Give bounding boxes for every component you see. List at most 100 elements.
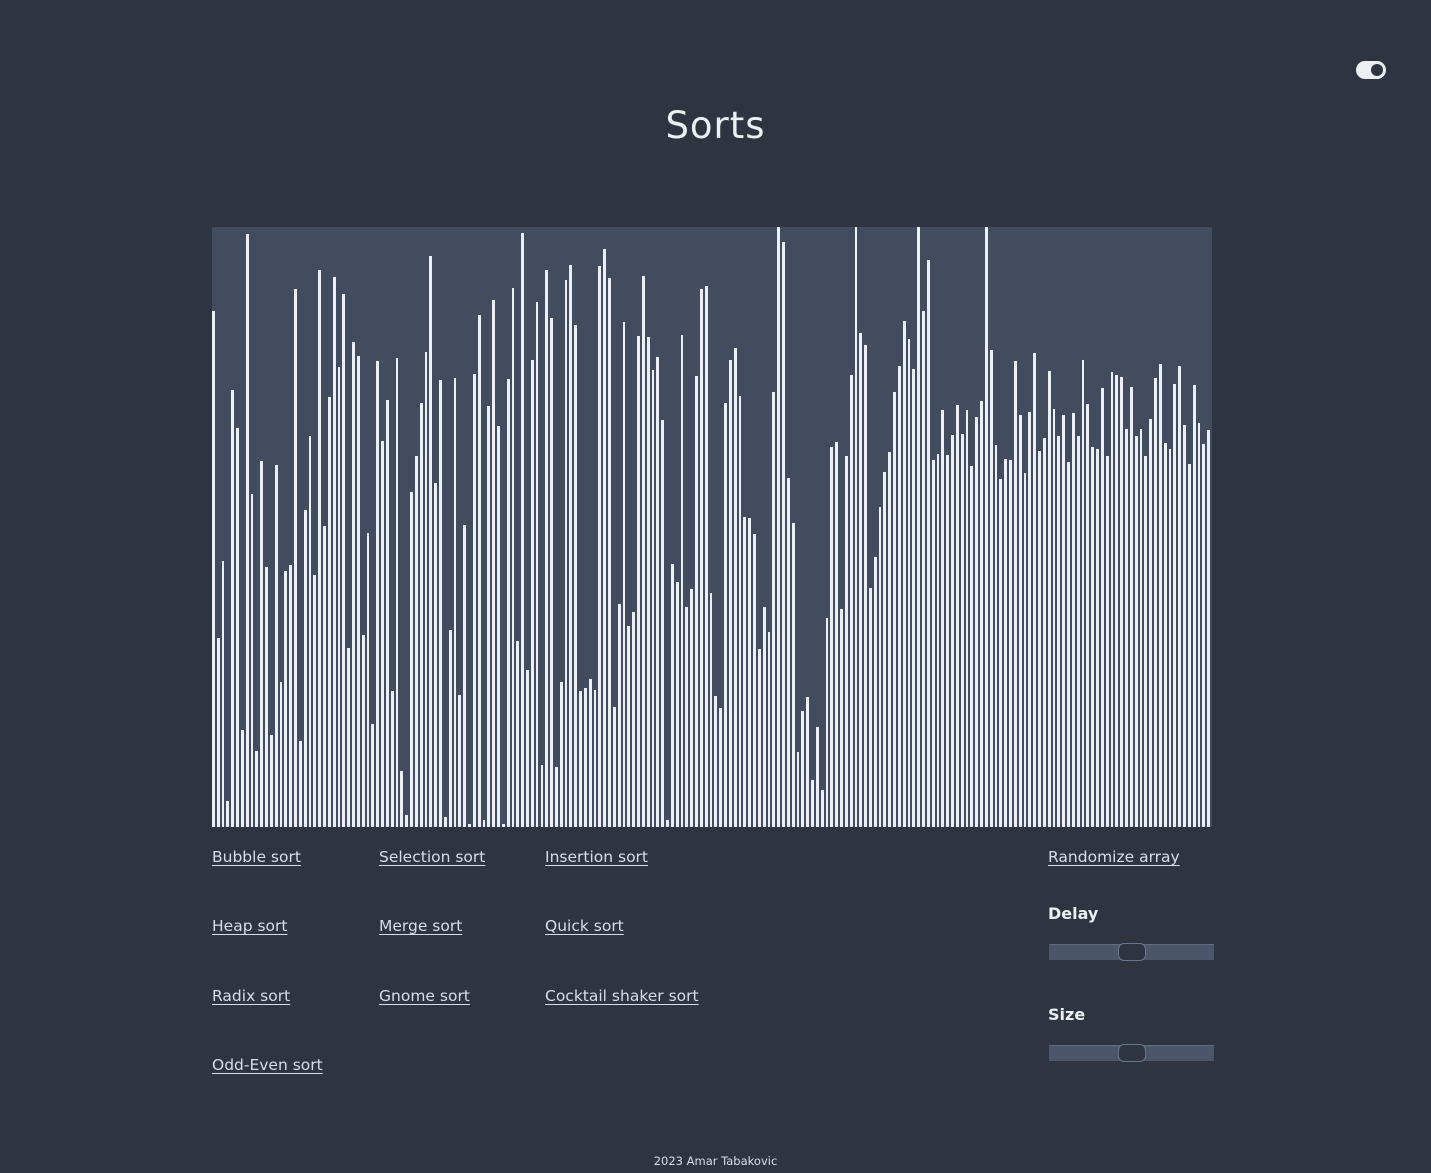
delay-slider-thumb[interactable] <box>1117 943 1146 961</box>
radix-sort-link[interactable]: Radix sort <box>212 987 291 1005</box>
array-bar <box>617 604 621 827</box>
array-bar <box>405 815 409 827</box>
gnome-sort-link[interactable]: Gnome sort <box>379 987 470 1005</box>
array-bar <box>221 561 225 827</box>
array-bar <box>724 403 727 827</box>
array-bar <box>801 710 805 827</box>
array-bar <box>1110 371 1114 827</box>
array-bar <box>1067 461 1070 827</box>
array-bar <box>772 392 776 827</box>
array-bar <box>1023 473 1027 827</box>
array-bar <box>521 233 524 827</box>
cocktail-shaker-sort-link[interactable]: Cocktail shaker sort <box>545 987 699 1005</box>
array-bar <box>298 741 302 827</box>
array-bar <box>361 635 365 827</box>
array-bar <box>685 607 689 827</box>
array-bar <box>854 227 858 827</box>
array-bar <box>265 567 268 827</box>
array-bar <box>1105 456 1109 827</box>
array-bar <box>318 269 322 827</box>
array-bar <box>1115 375 1119 827</box>
array-bar <box>907 339 911 827</box>
array-bar <box>381 441 384 827</box>
array-bar <box>1086 404 1090 827</box>
array-bar <box>777 227 781 827</box>
array-bar <box>303 510 307 827</box>
array-bar <box>1134 435 1138 827</box>
size-slider-thumb[interactable] <box>1117 1044 1146 1062</box>
array-bar <box>376 361 380 827</box>
array-bar <box>448 629 452 827</box>
array-bar <box>371 724 375 827</box>
array-bar <box>554 767 558 827</box>
array-bar <box>294 288 297 827</box>
array-bar <box>535 302 539 827</box>
heap-sort-link[interactable]: Heap sort <box>212 917 288 935</box>
array-bar <box>414 456 418 827</box>
array-bar <box>1187 464 1191 827</box>
array-bar <box>738 396 742 827</box>
array-bar <box>811 780 814 827</box>
array-bar <box>1057 435 1061 827</box>
array-bar <box>714 695 718 827</box>
array-bar <box>965 410 969 827</box>
odd-even-sort-link[interactable]: Odd-Even sort <box>212 1056 323 1074</box>
array-bar <box>226 801 230 827</box>
array-bar <box>637 336 640 827</box>
bubble-sort-link[interactable]: Bubble sort <box>212 848 301 866</box>
array-bar <box>960 434 964 827</box>
array-bar <box>550 317 553 827</box>
array-bar <box>820 789 824 827</box>
selection-sort-link[interactable]: Selection sort <box>379 848 486 866</box>
array-bar <box>1033 353 1037 827</box>
array-bar <box>709 593 713 827</box>
size-slider[interactable] <box>1049 1044 1214 1062</box>
array-bar <box>390 690 394 827</box>
array-bar <box>873 557 877 827</box>
array-bar <box>695 375 698 827</box>
array-bar <box>564 279 568 827</box>
array-bar <box>1129 386 1133 827</box>
array-bar <box>670 563 674 827</box>
array-bar <box>748 518 752 827</box>
array-bar <box>323 525 326 827</box>
array-bar <box>893 392 896 827</box>
array-bar <box>1071 413 1075 827</box>
array-bar <box>574 325 578 827</box>
array-bar <box>216 638 220 827</box>
array-bar <box>327 397 331 827</box>
array-bar <box>1207 429 1210 827</box>
array-bar <box>1144 456 1148 827</box>
array-bar <box>468 824 471 827</box>
merge-sort-link[interactable]: Merge sort <box>379 917 463 935</box>
array-bar <box>366 533 370 827</box>
array-bar <box>1100 387 1104 827</box>
array-bar <box>878 507 882 827</box>
array-bar <box>588 678 592 827</box>
insertion-sort-link[interactable]: Insertion sort <box>545 848 649 866</box>
size-label: Size <box>1048 1005 1086 1024</box>
array-bar <box>1178 366 1181 827</box>
array-bar <box>1028 411 1032 827</box>
array-bar <box>516 641 520 827</box>
array-bar <box>545 269 549 827</box>
delay-slider[interactable] <box>1049 943 1214 961</box>
array-bar <box>883 472 887 827</box>
array-bar <box>497 425 500 827</box>
array-bar <box>424 352 428 827</box>
array-bar <box>757 648 761 827</box>
quick-sort-link[interactable]: Quick sort <box>545 917 624 935</box>
randomize-array-link[interactable]: Randomize array <box>1048 848 1180 866</box>
array-bar <box>719 707 723 827</box>
array-bar <box>453 377 457 827</box>
array-bar <box>332 276 336 827</box>
array-bar <box>1009 459 1012 827</box>
array-bar <box>487 405 491 827</box>
array-bar <box>782 242 785 827</box>
array-bar <box>245 234 249 827</box>
array-bar <box>1173 383 1177 827</box>
array-bar <box>680 335 684 827</box>
array-bar <box>753 533 756 827</box>
array-bar <box>356 356 360 827</box>
theme-toggle[interactable] <box>1356 61 1386 79</box>
